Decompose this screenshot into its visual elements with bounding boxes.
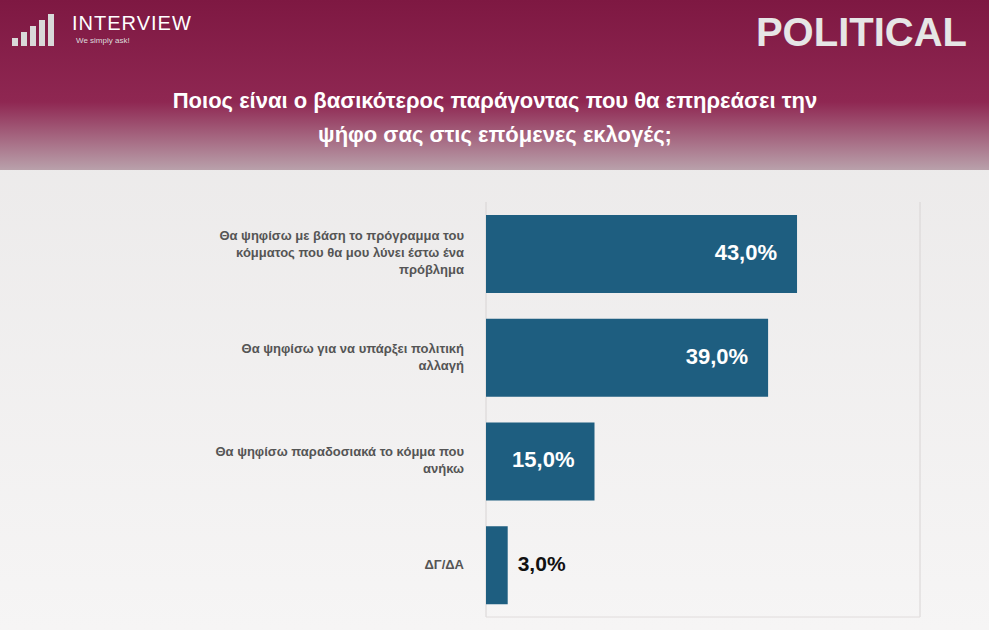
svg-text:43,0%: 43,0% bbox=[715, 240, 777, 265]
html-text:Ποιος είναι ο βασικότερος παρά: Ποιος είναι ο βασικότερος παράγοντας που… bbox=[172, 88, 818, 147]
svg-text:15,0%: 15,0% bbox=[512, 447, 574, 472]
html-text:POLITICAL: POLITICAL bbox=[755, 10, 967, 54]
html-text:INTERVIEW: INTERVIEW bbox=[72, 12, 192, 34]
svg-text:Θα ψηφίσω με βάση το πρόγραμμα: Θα ψηφίσω με βάση το πρόγραμμα τουκόμματ… bbox=[219, 228, 464, 277]
svg-text:Θα ψηφίσω παραδοσιακά το κόμμα: Θα ψηφίσω παραδοσιακά το κόμμα πουανήκω bbox=[215, 444, 464, 476]
svg-text:3,0%: 3,0% bbox=[518, 552, 566, 575]
svg-text:39,0%: 39,0% bbox=[686, 344, 748, 369]
svg-text:ΔΓ/ΔΑ: ΔΓ/ΔΑ bbox=[424, 557, 464, 572]
svg-text:Θα ψηφίσω για να υπάρξει πολιτ: Θα ψηφίσω για να υπάρξει πολιτικήαλλαγή bbox=[242, 341, 465, 373]
html-text:We simply ask!: We simply ask! bbox=[76, 36, 130, 45]
